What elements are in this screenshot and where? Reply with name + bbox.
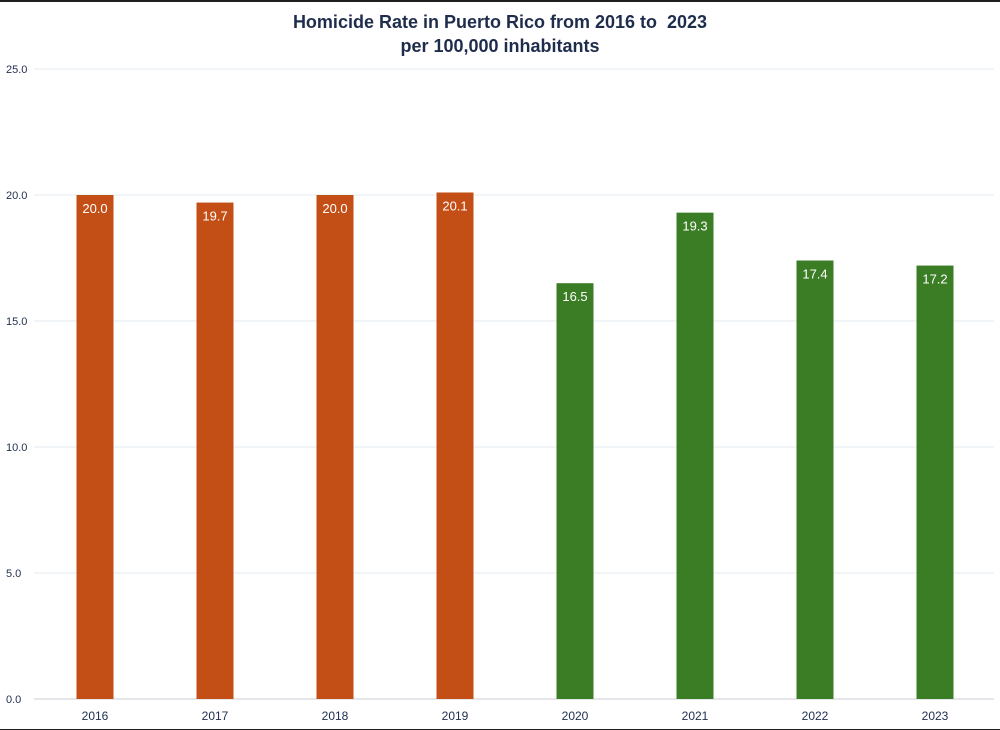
data-label-2022: 17.4 <box>802 267 827 282</box>
y-tick-label-1: 5.0 <box>6 568 21 580</box>
top-border <box>0 0 1000 2</box>
chart-title: Homicide Rate in Puerto Rico from 2016 t… <box>292 12 708 32</box>
y-tick-label-3: 15.0 <box>6 316 27 328</box>
bar-2019 <box>436 192 474 700</box>
x-tick-label-2020: 2020 <box>562 709 589 723</box>
x-tick-label-2023: 2023 <box>922 709 949 723</box>
data-label-2020: 16.5 <box>562 289 587 304</box>
x-tick-label-2016: 2016 <box>82 709 109 723</box>
bar-2023 <box>916 265 954 699</box>
bar-2020 <box>556 283 594 699</box>
x-tick-label-2017: 2017 <box>202 709 229 723</box>
x-tick-label-2021: 2021 <box>682 709 709 723</box>
data-label-2019: 20.1 <box>442 198 467 213</box>
data-label-2017: 19.7 <box>202 209 227 224</box>
bar-2021 <box>676 212 714 699</box>
bar-2016 <box>76 195 114 699</box>
bar-2022 <box>796 260 834 699</box>
data-label-2018: 20.0 <box>322 201 347 216</box>
data-label-2016: 20.0 <box>82 201 107 216</box>
y-tick-label-0: 0.0 <box>6 694 21 706</box>
y-tick-label-2: 10.0 <box>6 442 27 454</box>
x-tick-label-2018: 2018 <box>322 709 349 723</box>
data-label-2023: 17.2 <box>922 272 947 287</box>
y-tick-label-4: 20.0 <box>6 190 27 202</box>
chart-subtitle: per 100,000 inhabitants <box>400 36 600 56</box>
data-label-2021: 19.3 <box>682 219 707 234</box>
chart-title-block: Homicide Rate in Puerto Rico from 2016 t… <box>0 10 1000 58</box>
bar-2018 <box>316 195 354 699</box>
x-tick-label-2022: 2022 <box>802 709 829 723</box>
y-tick-label-5: 25.0 <box>6 64 27 76</box>
bar-2017 <box>196 202 234 699</box>
x-tick-label-2019: 2019 <box>442 709 469 723</box>
